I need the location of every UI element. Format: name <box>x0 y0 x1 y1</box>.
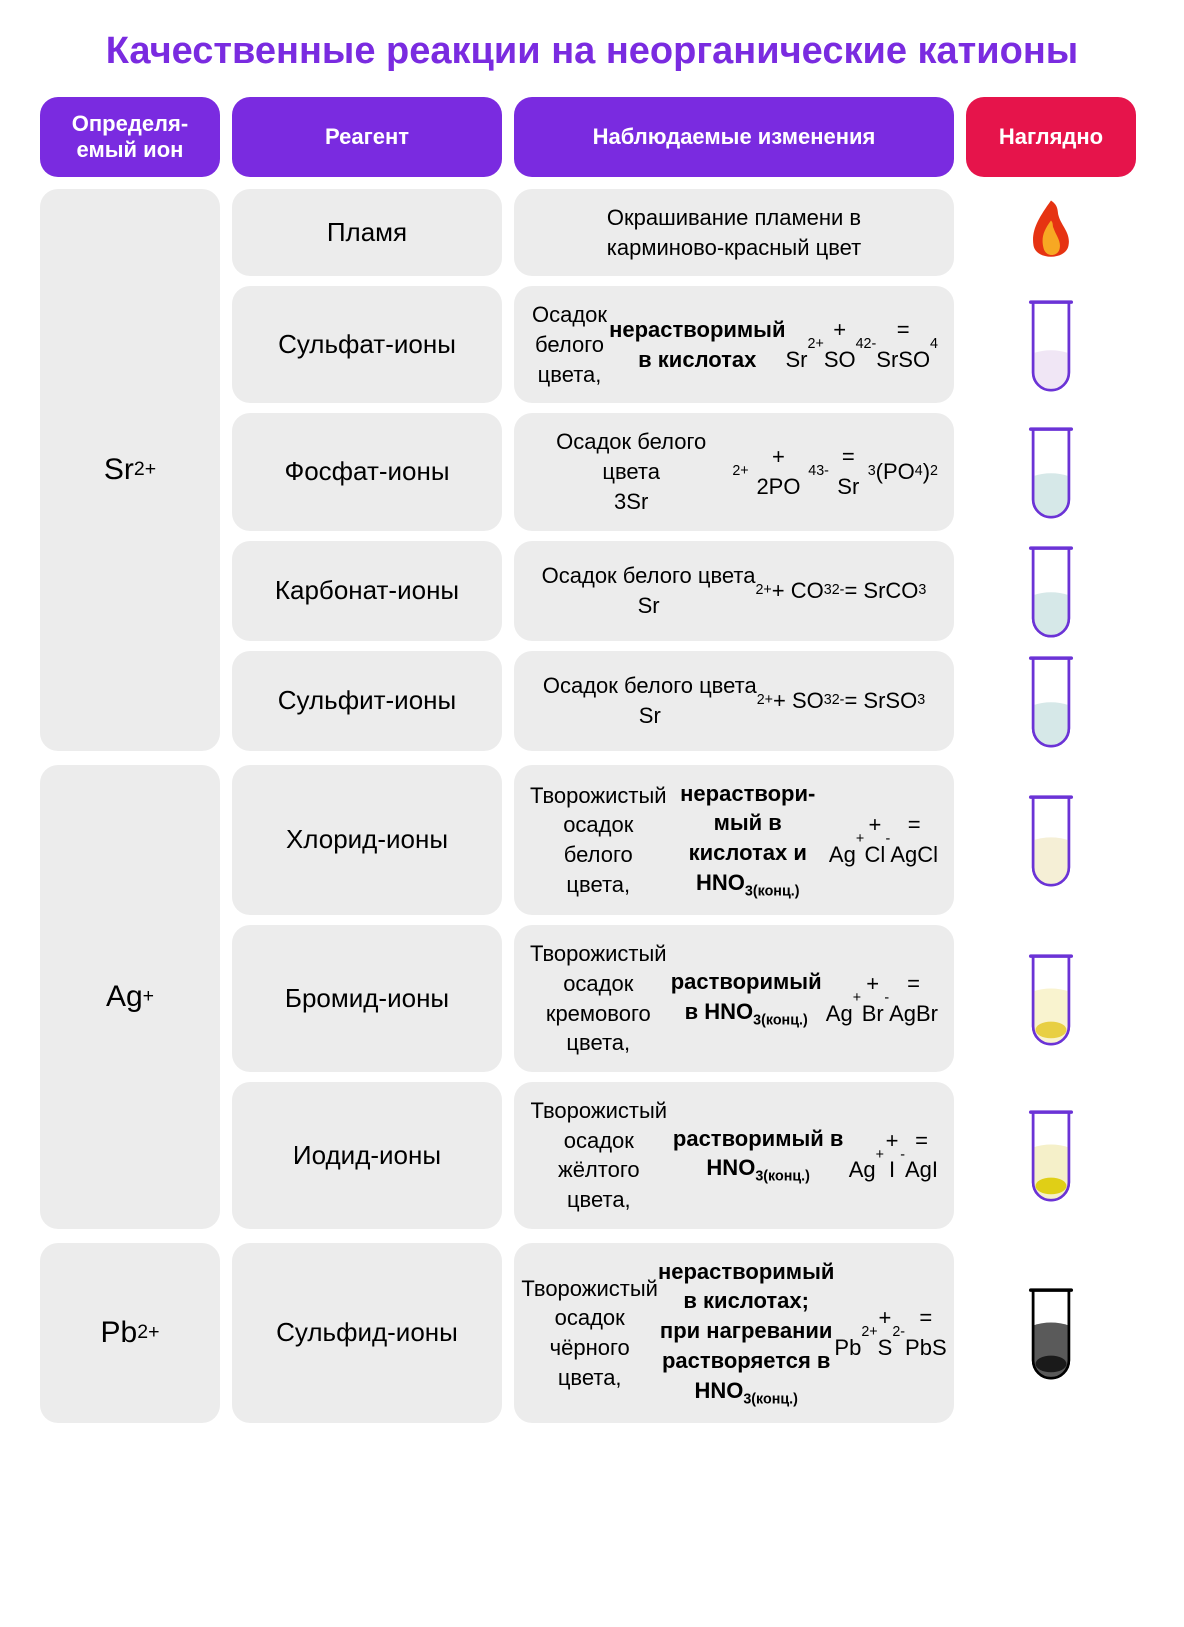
table-row: Карбонат-ионыОсадок белого цветаSr2+ + C… <box>232 541 1144 641</box>
test-tube-icon <box>966 765 1136 916</box>
changes-cell: Творожистый осадоккремового цвета,раство… <box>514 925 954 1072</box>
changes-cell: Окрашивание пламени вкарминово-красный ц… <box>514 189 954 276</box>
header-ion: Определя-емый ион <box>40 97 220 177</box>
rows-container: Хлорид-ионыТворожистый осадокбелого цвет… <box>232 765 1144 1229</box>
changes-cell: Осадок белого цветаSr2+ + SO32- = SrSO3 <box>514 651 954 751</box>
reagent-cell: Фосфат-ионы <box>232 413 502 530</box>
table-row: Сульфид-ионыТворожистый осадокчёрного цв… <box>232 1243 1144 1423</box>
ion-cell: Pb2+ <box>40 1243 220 1423</box>
table-row: Сульфит-ионыОсадок белого цветаSr2+ + SO… <box>232 651 1144 751</box>
reagent-cell: Сульфит-ионы <box>232 651 502 751</box>
changes-cell: Творожистый осадокжёлтого цвета,раствори… <box>514 1082 954 1229</box>
changes-cell: Творожистый осадокчёрного цвета,нераство… <box>514 1243 954 1423</box>
ion-cell: Sr2+ <box>40 189 220 751</box>
changes-cell: Творожистый осадокбелого цвета, нераство… <box>514 765 954 916</box>
ion-group: Sr2+ПламяОкрашивание пламени вкарминово-… <box>40 189 1144 751</box>
test-tube-icon <box>966 651 1136 751</box>
table-body: Sr2+ПламяОкрашивание пламени вкарминово-… <box>40 189 1144 1423</box>
reagent-cell: Карбонат-ионы <box>232 541 502 641</box>
table-row: Бромид-ионыТворожистый осадоккремового ц… <box>232 925 1144 1072</box>
table-row: Фосфат-ионыОсадок белого цвета3Sr2+ + 2P… <box>232 413 1144 530</box>
reagent-cell: Хлорид-ионы <box>232 765 502 916</box>
header-reagent: Реагент <box>232 97 502 177</box>
reagent-cell: Сульфат-ионы <box>232 286 502 403</box>
rows-container: Сульфид-ионыТворожистый осадокчёрного цв… <box>232 1243 1144 1423</box>
page-title: Качественные реакции на неорганические к… <box>40 30 1144 73</box>
table-row: ПламяОкрашивание пламени вкарминово-крас… <box>232 189 1144 276</box>
reagent-cell: Сульфид-ионы <box>232 1243 502 1423</box>
reagent-cell: Пламя <box>232 189 502 276</box>
test-tube-icon <box>966 413 1136 530</box>
changes-cell: Осадок белого цвета3Sr2+ + 2PO43- = Sr3(… <box>514 413 954 530</box>
reagent-cell: Иодид-ионы <box>232 1082 502 1229</box>
ion-group: Pb2+Сульфид-ионыТворожистый осадокчёрног… <box>40 1243 1144 1423</box>
table-row: Хлорид-ионыТворожистый осадокбелого цвет… <box>232 765 1144 916</box>
flame-icon <box>966 189 1136 276</box>
test-tube-icon <box>966 286 1136 403</box>
header-visual: Наглядно <box>966 97 1136 177</box>
table-row: Сульфат-ионыОсадок белого цвета,нераство… <box>232 286 1144 403</box>
test-tube-icon <box>966 541 1136 641</box>
ion-group: Ag+Хлорид-ионыТворожистый осадокбелого ц… <box>40 765 1144 1229</box>
table-headers: Определя-емый ион Реагент Наблюдаемые из… <box>40 97 1144 177</box>
table-row: Иодид-ионыТворожистый осадокжёлтого цвет… <box>232 1082 1144 1229</box>
changes-cell: Осадок белого цветаSr2+ + CO32- = SrCO3 <box>514 541 954 641</box>
ion-cell: Ag+ <box>40 765 220 1229</box>
test-tube-icon <box>966 1082 1136 1229</box>
reagent-cell: Бромид-ионы <box>232 925 502 1072</box>
test-tube-icon <box>966 1243 1136 1423</box>
header-changes: Наблюдаемые изменения <box>514 97 954 177</box>
changes-cell: Осадок белого цвета,нерастворимый в кисл… <box>514 286 954 403</box>
test-tube-icon <box>966 925 1136 1072</box>
rows-container: ПламяОкрашивание пламени вкарминово-крас… <box>232 189 1144 751</box>
